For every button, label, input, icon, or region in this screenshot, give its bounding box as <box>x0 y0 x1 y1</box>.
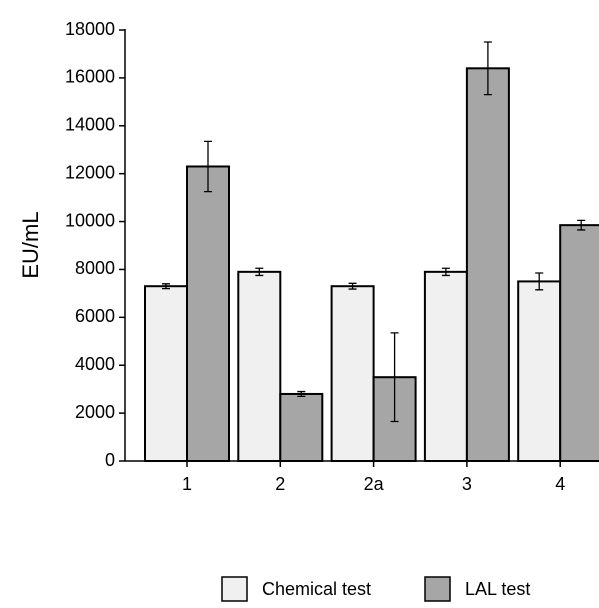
bar <box>186 165 230 462</box>
y-tick-label: 4000 <box>75 354 115 374</box>
legend-label: Chemical test <box>262 579 371 599</box>
error-bar <box>255 267 264 277</box>
y-tick-label: 18000 <box>65 19 115 39</box>
y-tick-label: 16000 <box>65 67 115 87</box>
bar <box>279 392 324 463</box>
y-tick-label: 8000 <box>75 258 115 278</box>
bar <box>237 270 282 463</box>
y-tick-label: 12000 <box>65 162 115 182</box>
y-tick-label: 10000 <box>65 210 115 230</box>
y-tick-label: 14000 <box>65 115 115 135</box>
x-tick-label: 1 <box>182 474 192 494</box>
error-bar <box>162 283 170 290</box>
error-bar <box>297 390 306 397</box>
bar <box>465 67 510 463</box>
error-bar <box>441 267 450 277</box>
y-tick-label: 2000 <box>75 402 115 422</box>
x-tick-label: 3 <box>462 474 472 494</box>
y-tick-label: 0 <box>105 450 115 470</box>
legend-label: LAL test <box>465 579 530 599</box>
error-bar <box>535 272 544 291</box>
error-bar <box>348 282 357 290</box>
error-bar <box>483 41 492 96</box>
error-bar <box>577 219 586 231</box>
x-tick-label: 4 <box>555 474 565 494</box>
legend-swatch <box>424 576 451 602</box>
bar <box>330 285 375 463</box>
y-tick-label: 6000 <box>75 306 115 326</box>
y-axis-label: EU/mL <box>18 211 43 278</box>
bar <box>559 224 599 462</box>
error-bar <box>390 332 399 423</box>
x-tick-label: 2 <box>275 474 285 494</box>
bar <box>517 280 562 462</box>
bar <box>423 270 468 463</box>
legend-swatch <box>221 576 248 602</box>
x-tick-label: 2a <box>364 474 385 494</box>
error-bar <box>204 140 212 193</box>
bar <box>144 285 188 463</box>
